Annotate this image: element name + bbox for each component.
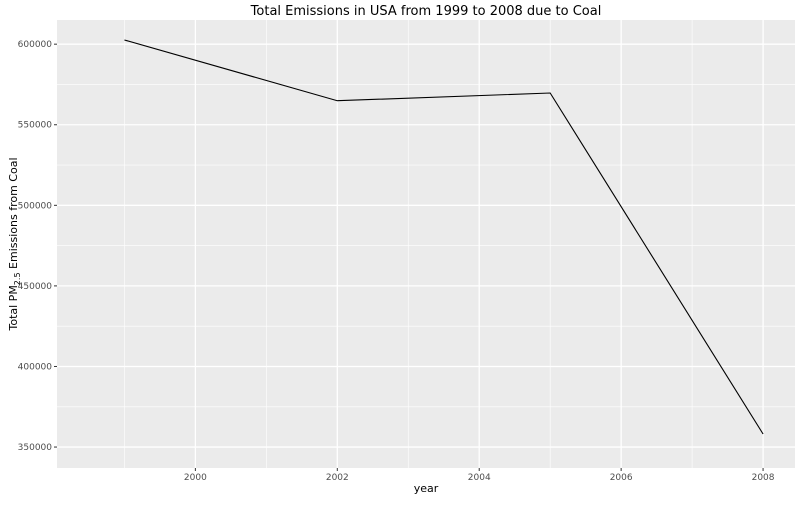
x-tick-label: 2006 — [610, 473, 633, 483]
x-tick-label: 2004 — [468, 473, 491, 483]
y-tick-label: 350000 — [18, 443, 53, 453]
y-axis-title-prefix: Total PM — [7, 285, 20, 331]
y-tick-label: 400000 — [18, 362, 53, 372]
x-tick-label: 2008 — [752, 473, 775, 483]
y-axis-title-subscript: 2.5 — [13, 272, 22, 285]
x-axis-title: year — [414, 482, 439, 495]
y-tick-label: 500000 — [18, 201, 53, 211]
y-tick-label: 450000 — [18, 282, 53, 292]
y-tick-label: 550000 — [18, 121, 53, 131]
y-axis-title-suffix: Emissions from Coal — [7, 157, 20, 272]
plot-panel — [57, 20, 795, 468]
y-axis-title: Total PM2.5 Emissions from Coal — [7, 157, 22, 331]
x-tick-label: 2002 — [326, 473, 349, 483]
x-tick-label: 2000 — [184, 473, 207, 483]
y-tick-label: 600000 — [18, 40, 53, 50]
chart-title: Total Emissions in USA from 1999 to 2008… — [250, 4, 602, 19]
